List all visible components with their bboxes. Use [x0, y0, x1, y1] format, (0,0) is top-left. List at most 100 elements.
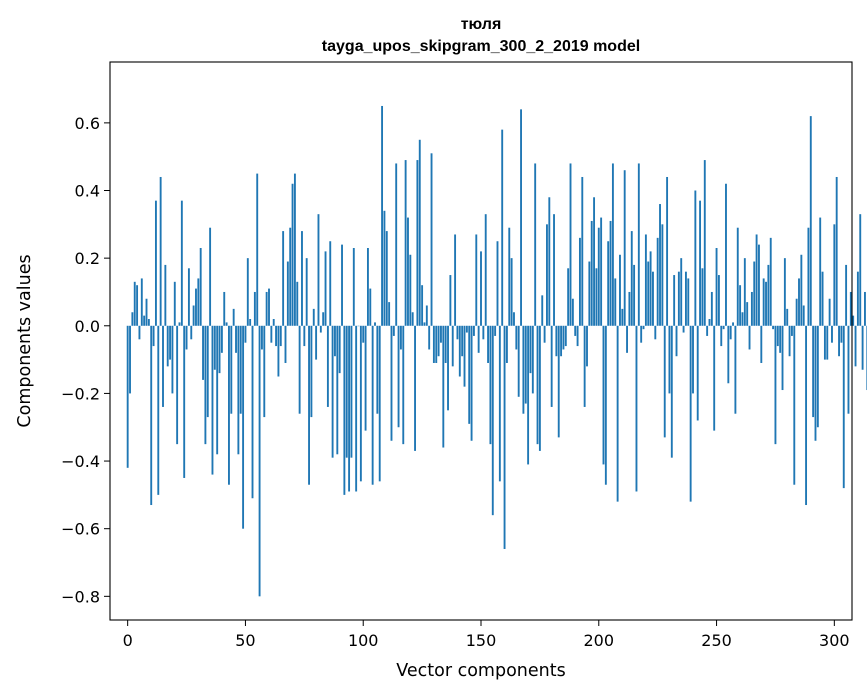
bar-286 — [800, 254, 803, 326]
bar-258 — [734, 325, 737, 414]
bar-117 — [402, 325, 405, 445]
bar-116 — [399, 325, 402, 350]
bar-129 — [430, 153, 433, 326]
bar-27 — [190, 325, 193, 340]
bar-55 — [256, 173, 259, 326]
bar-73 — [298, 325, 301, 414]
bar-193 — [581, 176, 584, 326]
bar-54 — [253, 291, 256, 326]
bar-42 — [225, 322, 228, 326]
bar-114 — [395, 163, 398, 326]
bar-21 — [176, 325, 179, 445]
bar-109 — [383, 210, 386, 326]
bar-304 — [842, 325, 845, 489]
bar-64 — [277, 325, 280, 377]
bar-124 — [418, 139, 421, 326]
bar-303 — [840, 325, 843, 343]
bar-229 — [666, 176, 669, 326]
bar-174 — [536, 325, 539, 445]
bar-189 — [571, 298, 574, 326]
bar-188 — [569, 163, 572, 326]
bar-195 — [586, 325, 588, 367]
bar-148 — [475, 234, 478, 326]
bar-33 — [204, 325, 207, 445]
bar-196 — [588, 261, 591, 326]
bar-288 — [805, 325, 808, 506]
bar-254 — [725, 183, 727, 326]
bar-144 — [465, 325, 468, 333]
bar-302 — [838, 325, 840, 357]
bar-275 — [774, 325, 777, 445]
bar-89 — [336, 325, 339, 455]
bar-226 — [659, 204, 661, 326]
bar-267 — [755, 234, 758, 326]
bar-100 — [362, 325, 365, 343]
bar-192 — [578, 237, 581, 326]
bar-208 — [616, 325, 619, 502]
bar-130 — [432, 325, 435, 363]
bar-238 — [687, 278, 690, 326]
bar-92 — [343, 325, 346, 495]
bar-5 — [138, 325, 141, 340]
bar-145 — [468, 325, 471, 424]
bar-241 — [694, 190, 697, 326]
bar-224 — [654, 325, 657, 340]
bar-256 — [729, 325, 732, 340]
bar-12 — [154, 200, 157, 326]
bar-216 — [635, 325, 638, 492]
bar-308 — [852, 315, 855, 326]
bar-219 — [642, 325, 645, 330]
bar-101 — [364, 325, 367, 431]
bar-26 — [187, 268, 190, 326]
bar-136 — [447, 325, 449, 411]
bar-152 — [484, 214, 487, 326]
bar-59 — [265, 291, 268, 326]
bar-127 — [425, 305, 428, 326]
bar-252 — [720, 325, 723, 347]
bar-20 — [173, 281, 176, 326]
bar-66 — [282, 231, 285, 326]
bar-255 — [727, 325, 730, 384]
bar-125 — [421, 285, 424, 326]
bar-175 — [538, 325, 541, 451]
bar-2 — [131, 312, 134, 326]
bar-113 — [392, 325, 395, 336]
x-tick-label-300: 300 — [819, 631, 850, 650]
bar-309 — [854, 325, 857, 367]
bar-191 — [576, 325, 579, 347]
bar-51 — [246, 258, 249, 326]
bar-299 — [831, 325, 833, 343]
bar-262 — [743, 258, 746, 326]
bar-119 — [407, 217, 409, 326]
bar-132 — [437, 325, 440, 357]
bar-38 — [216, 325, 219, 455]
bar-156 — [494, 325, 497, 336]
bar-1 — [129, 325, 131, 394]
bar-296 — [823, 325, 826, 360]
bar-300 — [833, 224, 836, 326]
bar-270 — [762, 278, 765, 326]
bar-78 — [310, 325, 313, 418]
bar-91 — [341, 244, 343, 326]
bar-169 — [524, 325, 527, 404]
bar-158 — [498, 325, 501, 482]
bar-228 — [663, 325, 666, 438]
bar-45 — [232, 308, 235, 326]
bar-171 — [529, 325, 532, 374]
bar-63 — [275, 325, 278, 347]
bar-99 — [359, 325, 362, 482]
bar-121 — [411, 312, 414, 326]
bar-260 — [739, 285, 742, 326]
bar-284 — [795, 298, 798, 326]
bar-268 — [758, 244, 760, 326]
bar-201 — [600, 217, 603, 326]
bar-278 — [781, 325, 784, 391]
bar-297 — [826, 325, 829, 360]
bar-165 — [515, 325, 518, 350]
y-tick-label-6: 0.4 — [75, 182, 100, 201]
bar-151 — [482, 325, 485, 340]
bar-24 — [183, 325, 186, 478]
bar-131 — [435, 325, 438, 363]
bar-120 — [409, 254, 412, 326]
